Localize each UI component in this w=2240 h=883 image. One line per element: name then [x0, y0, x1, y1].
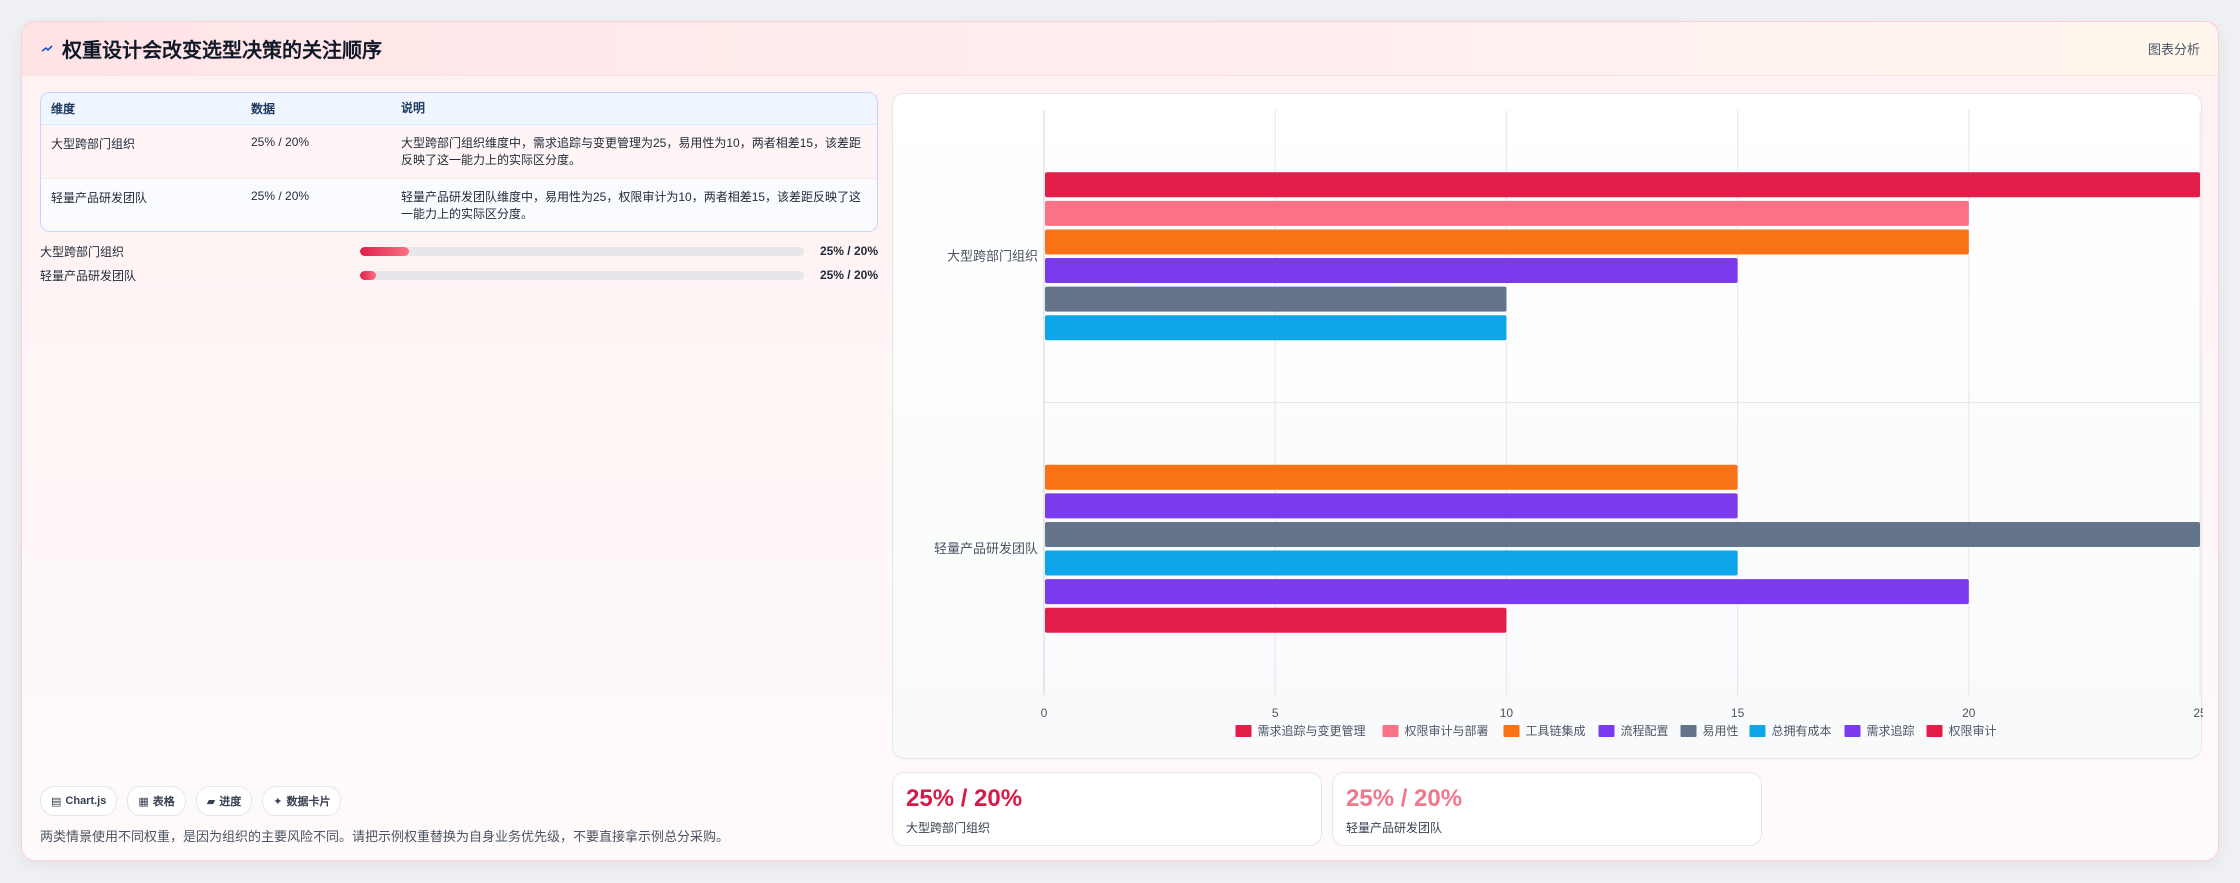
legend-swatch — [1844, 725, 1861, 737]
chart-bar — [1045, 550, 1738, 576]
legend-swatch — [1680, 725, 1697, 737]
chart-bar — [1045, 229, 1969, 255]
stat-label: 轻量产品研发团队 — [1346, 821, 1443, 835]
chart-bar — [1045, 493, 1738, 519]
legend-swatch — [1235, 725, 1252, 737]
x-tick-label: 10 — [1500, 706, 1514, 720]
chart-bar — [1045, 172, 2200, 198]
tag-label: 表格 — [152, 796, 175, 808]
table-icon: ▦ — [138, 795, 149, 808]
chart-bar — [1045, 200, 1969, 226]
legend-label: 易用性 — [1703, 724, 1739, 738]
progress-track — [360, 270, 804, 280]
table-cell-data: 25% / 20% — [251, 135, 310, 149]
chart-bar — [1045, 521, 2200, 547]
legend-swatch — [1749, 725, 1766, 737]
stat-card: 25% / 20% 轻量产品研发团队 — [1332, 772, 1762, 846]
legend-label: 需求追踪与变更管理 — [1258, 723, 1366, 738]
x-tick-label: 20 — [1962, 706, 1976, 720]
legend-label: 权限审计与部署 — [1405, 723, 1489, 738]
stat-card: 25% / 20% 大型跨部门组织 — [892, 772, 1322, 846]
tag-label: Chart.js — [65, 795, 107, 807]
stat-value: 25% / 20% — [1346, 785, 1463, 812]
progress-value: 25% / 20% — [819, 244, 878, 258]
tag-label: 数据卡片 — [286, 796, 331, 808]
legend-swatch — [1382, 725, 1399, 737]
legend-swatch — [1503, 725, 1520, 737]
progress-row: 轻量产品研发团队 25% / 20% — [40, 267, 878, 283]
table-cell-desc: 大型跨部门组织维度中，需求追踪与变更管理为25，易用性为10，两者相差15，该差… — [401, 136, 862, 167]
chart-bar — [1045, 286, 1507, 312]
x-tick-label: 15 — [1731, 706, 1745, 720]
table-header-data: 数据 — [251, 102, 276, 116]
table-header-desc: 说明 — [401, 101, 426, 115]
data-table: 维度 数据 说明 大型跨部门组织 25% / 20% 大型跨部门组织维度中，需求… — [40, 92, 878, 232]
table-header-row: 维度 数据 说明 — [41, 93, 877, 125]
progress-value: 25% / 20% — [819, 268, 878, 282]
table-cell-dimension: 大型跨部门组织 — [51, 137, 136, 151]
chart-icon: ▤ — [51, 795, 62, 808]
progress-track — [360, 246, 804, 256]
legend-label: 需求追踪 — [1867, 723, 1915, 738]
legend-label: 流程配置 — [1621, 723, 1669, 738]
table-cell-dimension: 轻量产品研发团队 — [51, 191, 148, 205]
tag-list: ▤ Chart.js ▦ 表格 ▰ 进度 ✦ 数据卡片 — [40, 786, 342, 816]
progress-label: 轻量产品研发团队 — [40, 268, 137, 283]
progress-label: 大型跨部门组织 — [40, 244, 125, 259]
stat-label: 大型跨部门组织 — [906, 821, 991, 835]
x-tick-label: 25 — [2193, 706, 2203, 720]
chart-bar — [1045, 258, 1738, 284]
y-category-label: 大型跨部门组织 — [947, 248, 1038, 263]
title-wrap: 权重设计会改变选型决策的关注顺序 — [40, 34, 382, 63]
progress-fill — [360, 246, 409, 256]
table-header-dimension: 维度 — [51, 102, 76, 116]
x-tick-label: 0 — [1041, 706, 1048, 720]
table-cell-desc: 轻量产品研发团队维度中，易用性为25，权限审计为10，两者相差15，该差距反映了… — [401, 190, 862, 221]
folder-icon: ▰ — [206, 795, 216, 808]
tag-table[interactable]: ▦ 表格 — [127, 786, 186, 816]
legend-swatch — [1598, 725, 1615, 737]
chart-bar — [1045, 579, 1969, 605]
card-header: 权重设计会改变选型决策的关注顺序 图表分析 — [22, 22, 2218, 76]
x-tick-label: 5 — [1272, 706, 1279, 720]
trend-icon — [41, 44, 53, 52]
y-category-label: 轻量产品研发团队 — [934, 541, 1038, 556]
tag-progress[interactable]: ▰ 进度 — [195, 786, 253, 816]
table-cell-data: 25% / 20% — [251, 189, 310, 203]
progress-fill — [360, 270, 376, 280]
chart-bar — [1045, 607, 1507, 633]
dashboard-card: 权重设计会改变选型决策的关注顺序 图表分析 维度 数据 说明 大型跨部门组织 2… — [21, 21, 2219, 861]
legend-label: 工具链集成 — [1526, 723, 1586, 738]
tag-chartjs[interactable]: ▤ Chart.js — [40, 786, 118, 816]
legend-label: 权限审计 — [1949, 723, 1997, 738]
chart-bar — [1045, 464, 1738, 490]
progress-row: 大型跨部门组织 25% / 20% — [40, 243, 878, 259]
tag-data-card[interactable]: ✦ 数据卡片 — [262, 786, 342, 816]
table-row: 大型跨部门组织 25% / 20% 大型跨部门组织维度中，需求追踪与变更管理为2… — [41, 125, 877, 179]
footnote: 两类情景使用不同权重，是因为组织的主要风险不同。请把示例权重替换为自身业务优先级… — [40, 829, 730, 844]
tag-label: 进度 — [219, 796, 242, 808]
chart-bar — [1045, 315, 1507, 341]
page-title: 权重设计会改变选型决策的关注顺序 — [62, 40, 382, 62]
sparkle-icon: ✦ — [273, 795, 283, 808]
stat-value: 25% / 20% — [906, 785, 1023, 812]
legend-swatch — [1926, 725, 1943, 737]
chart-analysis-label[interactable]: 图表分析 — [2147, 42, 2200, 57]
legend-label: 总拥有成本 — [1772, 724, 1832, 738]
table-row: 轻量产品研发团队 25% / 20% 轻量产品研发团队维度中，易用性为25，权限… — [41, 179, 877, 231]
